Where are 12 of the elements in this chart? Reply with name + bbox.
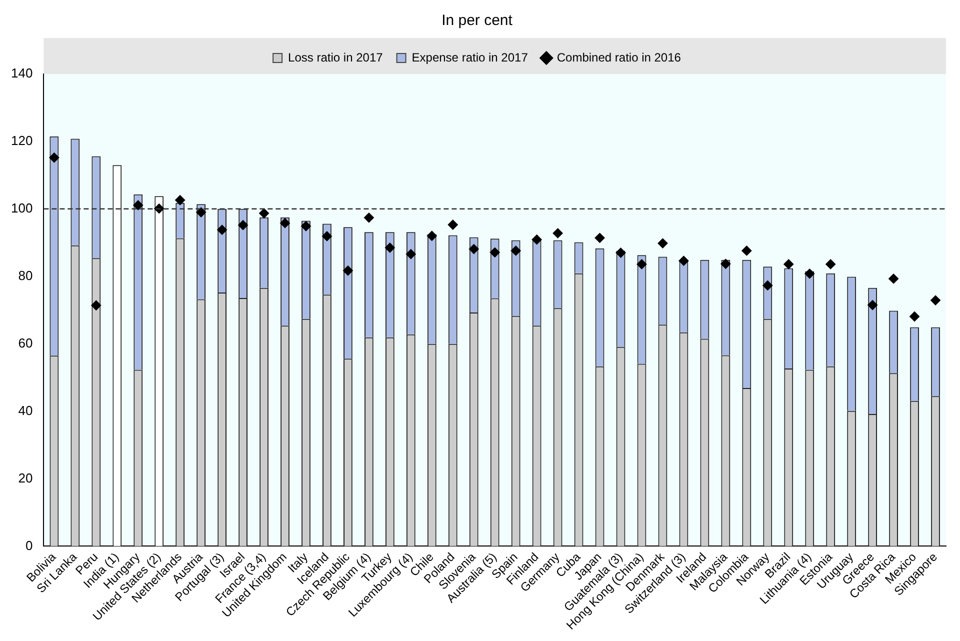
y-tick-label: 20	[18, 470, 33, 486]
y-tick-label: 0	[25, 538, 33, 553]
y-tick-label: 80	[18, 268, 33, 283]
y-tick-label: 100	[10, 200, 33, 216]
legend-label: Combined ratio in 2016	[556, 50, 682, 64]
chart-title: In per cent	[442, 12, 514, 30]
legend-label: Loss ratio in 2017	[288, 50, 384, 64]
y-tick-label: 60	[18, 335, 33, 350]
legend-label: Expense ratio in 2017	[412, 50, 528, 64]
y-tick-label: 40	[18, 402, 33, 418]
y-tick-label: 140	[10, 66, 33, 81]
y-tick-label: 120	[10, 133, 33, 148]
